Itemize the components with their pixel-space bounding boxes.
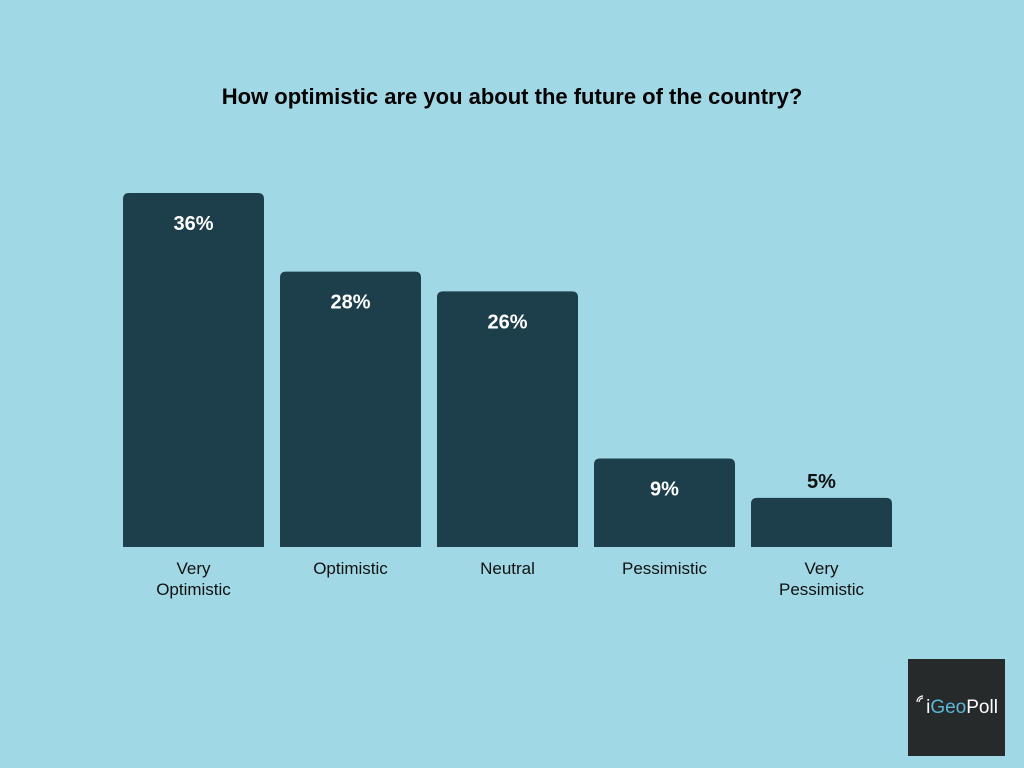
bar [437, 291, 578, 547]
bar [751, 497, 892, 547]
category-label: Pessimistic [622, 559, 708, 578]
chart-title: How optimistic are you about the future … [221, 84, 803, 109]
igeopoll-logo: i Geo Poll [908, 659, 1005, 756]
logo-prefix: i [926, 696, 931, 718]
bar [123, 193, 264, 547]
bar [594, 458, 735, 547]
category-label: Very [804, 559, 839, 578]
bar [280, 271, 421, 547]
data-label: 28% [330, 292, 370, 314]
category-label: Pessimistic [779, 580, 865, 599]
category-label: Optimistic [156, 580, 231, 599]
category-label: Very [176, 559, 211, 578]
logo-geo: Geo [930, 696, 967, 718]
category-label: Neutral [480, 559, 535, 578]
data-label: 9% [650, 479, 679, 501]
data-label: 5% [807, 471, 836, 493]
signal-icon [915, 688, 925, 710]
logo-poll: Poll [966, 696, 998, 718]
data-label: 36% [173, 213, 213, 235]
category-label: Optimistic [313, 559, 388, 578]
data-label: 26% [487, 311, 527, 333]
